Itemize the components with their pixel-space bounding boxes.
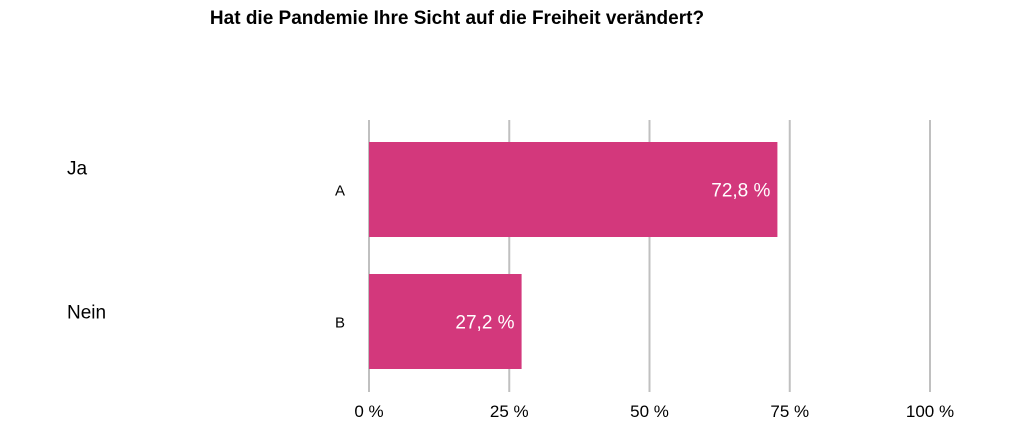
category-label: Ja	[67, 159, 88, 180]
category-label: Nein	[67, 303, 106, 324]
bar-value-label: 27,2 %	[455, 313, 514, 334]
bar-letter-label: A	[335, 183, 345, 200]
bar-value-label: 72,8 %	[711, 181, 770, 202]
bar	[369, 274, 522, 369]
x-tick-label: 0 %	[354, 402, 383, 421]
x-tick-label: 100 %	[906, 402, 954, 421]
x-tick-label: 50 %	[630, 402, 669, 421]
chart-title: Hat die Pandemie Ihre Sicht auf die Frei…	[209, 8, 705, 29]
bar-letter-label: B	[335, 315, 345, 332]
bar	[369, 142, 778, 237]
x-tick-label: 25 %	[490, 402, 529, 421]
x-tick-label: 75 %	[770, 402, 809, 421]
